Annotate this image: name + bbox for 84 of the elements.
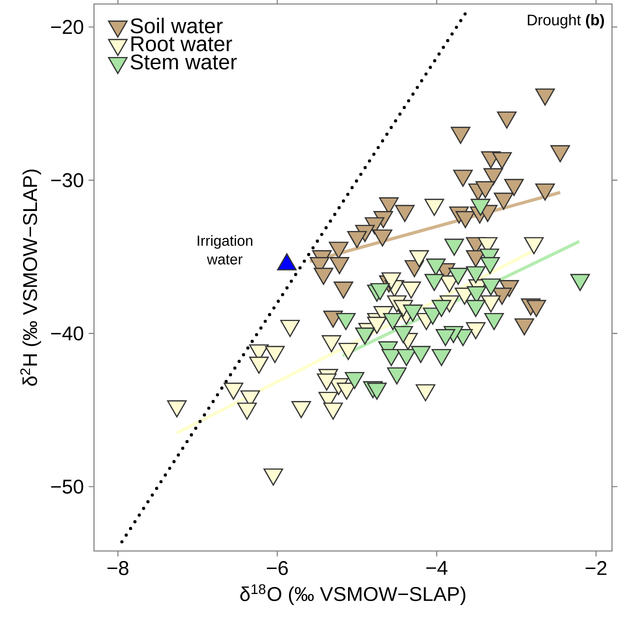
point	[466, 300, 486, 318]
point	[466, 322, 486, 340]
point	[224, 382, 244, 400]
point	[444, 238, 464, 256]
point	[409, 250, 429, 268]
point	[424, 198, 444, 216]
x-axis-title: δ$^{18}$O (‰ VSMOW−SLAP)	[240, 584, 466, 606]
point	[526, 300, 546, 318]
point	[432, 300, 452, 318]
point	[570, 274, 590, 292]
point	[550, 145, 570, 162]
point	[387, 367, 407, 384]
point	[456, 211, 476, 228]
point	[383, 312, 403, 330]
legend-label: Stem water	[130, 54, 237, 70]
point	[401, 282, 421, 299]
point	[524, 237, 544, 254]
x-tick-label: −4	[426, 561, 448, 575]
point	[338, 342, 358, 360]
y-tick-label: −20	[51, 20, 84, 34]
point	[494, 192, 514, 210]
x-tick-label: −8	[108, 561, 128, 576]
point	[322, 335, 342, 352]
point	[484, 312, 504, 330]
point	[453, 170, 473, 187]
point	[396, 348, 416, 366]
point	[402, 304, 423, 322]
point	[264, 468, 284, 486]
point	[336, 312, 356, 330]
point	[328, 242, 348, 259]
y-tick-label: −40	[51, 326, 84, 340]
point	[426, 258, 446, 276]
point	[330, 257, 350, 274]
point	[475, 181, 496, 198]
text: Drought (b)	[528, 14, 604, 28]
point	[483, 168, 504, 186]
point	[372, 229, 392, 247]
point	[492, 288, 512, 305]
point	[497, 111, 517, 129]
point	[237, 402, 257, 420]
y-tick-label: −50	[51, 480, 84, 494]
legend-label: Root water	[131, 36, 232, 52]
point	[347, 230, 367, 248]
point	[410, 346, 431, 364]
point	[424, 274, 444, 292]
point	[470, 198, 490, 216]
point	[448, 268, 468, 285]
point	[367, 382, 387, 400]
point	[323, 310, 343, 328]
point	[291, 401, 312, 418]
point	[466, 266, 486, 284]
point	[450, 126, 470, 144]
point	[492, 152, 512, 170]
point	[535, 183, 555, 201]
point	[481, 278, 501, 296]
point	[265, 346, 285, 364]
point	[316, 373, 337, 391]
point	[280, 320, 300, 337]
y-tick-label: −30	[51, 173, 84, 188]
point	[249, 356, 269, 374]
annotation: Irrigation water	[198, 235, 252, 264]
point	[416, 384, 436, 402]
point	[432, 348, 452, 366]
point	[344, 372, 364, 390]
point	[167, 400, 187, 418]
legend-label: Soil water	[130, 18, 223, 34]
point	[535, 88, 555, 106]
point	[355, 328, 375, 345]
point	[393, 326, 414, 344]
point	[436, 329, 456, 346]
point	[514, 318, 534, 336]
point	[480, 257, 500, 274]
point	[504, 178, 524, 196]
y-axis-title: δ$^{2}$H (‰ VSMOW−SLAP)	[20, 170, 42, 386]
point	[481, 295, 501, 312]
point	[314, 268, 334, 285]
point	[323, 402, 343, 420]
x-tick-label: −2	[586, 561, 606, 575]
point	[367, 316, 387, 334]
point	[395, 204, 415, 222]
point	[370, 283, 390, 300]
point	[381, 272, 402, 290]
point	[334, 282, 354, 299]
x-tick-label: −6	[266, 561, 288, 576]
